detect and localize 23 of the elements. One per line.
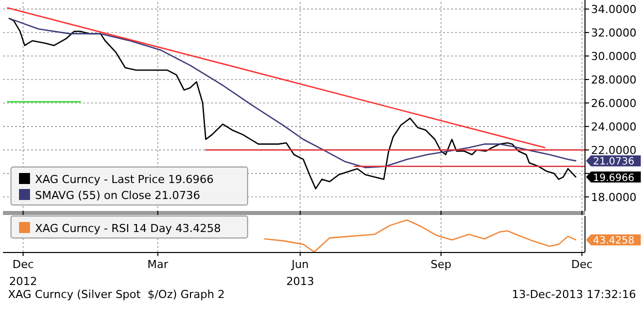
data-label: 19.6966 bbox=[593, 172, 634, 184]
text: 13-Dec-2013 17:32:16 bbox=[512, 288, 636, 301]
legend-label: SMAVG (55) on Close 21.0736 bbox=[35, 189, 200, 202]
x-tick-label: 2012 bbox=[9, 275, 38, 288]
annotation: 43.4258 bbox=[593, 236, 634, 247]
text: XAG Curncy (Silver Spot $/Oz) Graph 2 bbox=[8, 288, 225, 301]
x-tick-label: Sep bbox=[430, 258, 452, 271]
x-tick-label: Dec bbox=[12, 258, 34, 271]
y-tick-label: 26.0000 bbox=[591, 96, 636, 110]
x-tick-label: Jun bbox=[290, 258, 309, 271]
legend-label: XAG Curncy - RSI 14 Day 43.4258 bbox=[35, 222, 221, 235]
x-tick-label: Dec bbox=[571, 258, 593, 271]
y-tick-label: 28.0000 bbox=[591, 73, 636, 86]
x-tick-label: Mar bbox=[147, 258, 169, 271]
y-tick-label: 34.0000 bbox=[591, 3, 636, 16]
y-tick-label: 22.0000 bbox=[591, 144, 636, 157]
y-tick-label: 24.0000 bbox=[591, 120, 636, 134]
x-tick-label: 2013 bbox=[286, 275, 314, 288]
y-tick-label: 18.0000 bbox=[591, 190, 636, 204]
data-label: 21.0736 bbox=[593, 156, 634, 168]
legend-label: XAG Curncy - Last Price 19.6966 bbox=[35, 173, 214, 186]
y-tick-label: 32.0000 bbox=[591, 26, 636, 40]
y-tick-label: 30.0000 bbox=[591, 50, 636, 64]
